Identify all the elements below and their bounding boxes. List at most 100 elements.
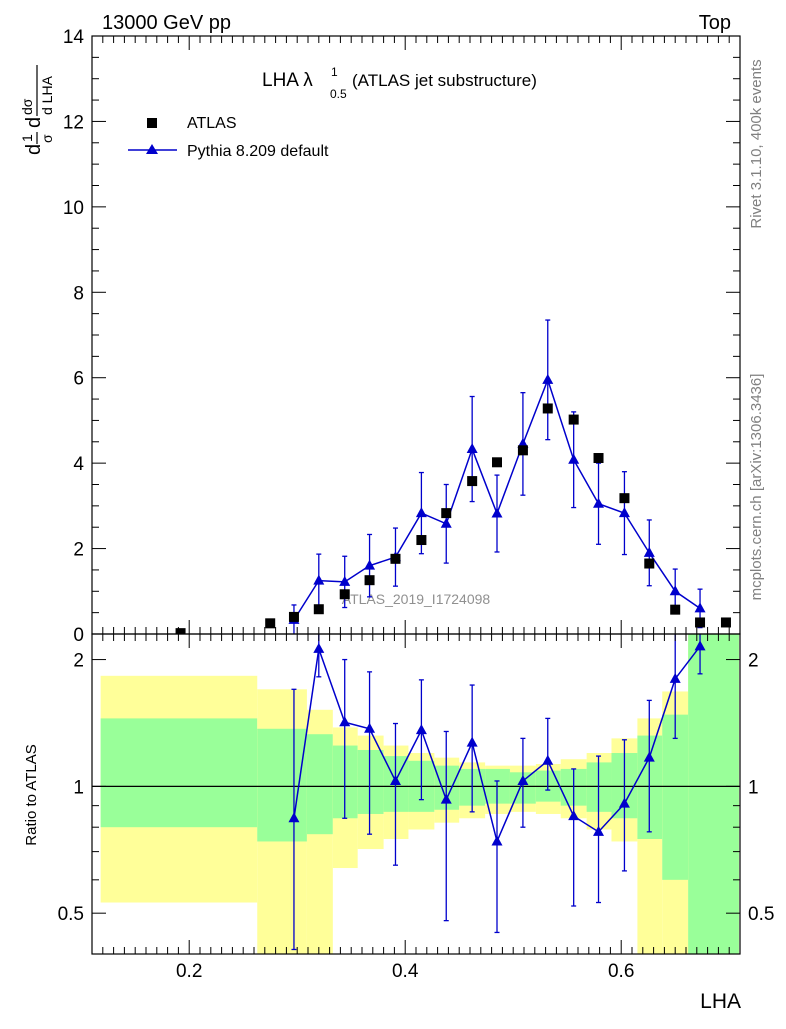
pythia-point bbox=[440, 517, 452, 528]
svg-text:dσ: dσ bbox=[19, 98, 35, 115]
atlas-point bbox=[670, 604, 681, 615]
pythia-point bbox=[491, 507, 503, 518]
atlas-point bbox=[542, 403, 553, 414]
ratio-point bbox=[643, 751, 655, 762]
atlas-point bbox=[517, 445, 528, 456]
atlas-point bbox=[175, 628, 186, 634]
plot-title-main: LHA λ bbox=[262, 70, 313, 91]
x-tick-label: 0.4 bbox=[392, 961, 419, 982]
main-y-tick-label: 4 bbox=[73, 454, 84, 475]
ratio-point bbox=[568, 810, 580, 821]
ratio-y-tick-label-right: 2 bbox=[748, 651, 759, 672]
ratio-point bbox=[339, 716, 351, 727]
ratio-point bbox=[364, 722, 376, 733]
pythia-point bbox=[643, 546, 655, 557]
ratio-point bbox=[415, 724, 427, 735]
ratio-point bbox=[313, 642, 325, 653]
analysis-watermark: ATLAS_2019_I1724098 bbox=[342, 591, 491, 607]
ratio-point bbox=[669, 672, 681, 683]
ratio-point bbox=[466, 736, 478, 747]
ratio-y-tick-label-left: 1 bbox=[73, 777, 84, 798]
ratio-point bbox=[288, 812, 300, 823]
x-tick-label: 0.6 bbox=[608, 961, 634, 982]
pythia-point bbox=[542, 373, 554, 384]
pythia-point bbox=[593, 497, 605, 508]
header-energy-label: 13000 GeV pp bbox=[102, 12, 231, 34]
main-y-tick-label: 2 bbox=[73, 540, 84, 561]
pythia-point bbox=[415, 507, 427, 518]
plot-title-rest: (ATLAS jet substructure) bbox=[352, 71, 537, 90]
atlas-point bbox=[593, 453, 604, 464]
ratio-point bbox=[389, 774, 401, 785]
legend: ATLAS Pythia 8.209 default bbox=[128, 115, 329, 160]
main-y-tick-label: 10 bbox=[63, 198, 84, 219]
legend-marker-pythia bbox=[146, 144, 158, 154]
ratio-panel-frame bbox=[91, 633, 741, 955]
ratio-point bbox=[618, 797, 630, 808]
pythia-point bbox=[364, 559, 376, 570]
pythia-point bbox=[568, 453, 580, 464]
rivet-version-label: Rivet 3.1.10, 400k events bbox=[748, 59, 765, 228]
svg-text:d: d bbox=[23, 117, 45, 128]
legend-marker-atlas bbox=[147, 118, 157, 128]
ratio-y-tick-label-right: 1 bbox=[748, 777, 759, 798]
svg-text:d: d bbox=[23, 144, 45, 155]
band-inner-bin bbox=[713, 634, 739, 954]
atlas-point bbox=[568, 414, 579, 425]
main-y-tick-label: 14 bbox=[63, 27, 85, 48]
ratio-point bbox=[491, 835, 503, 846]
plot-title: LHA λ 1 0.5 (ATLAS jet substructure) bbox=[262, 65, 537, 101]
ratio-panel-marks bbox=[288, 634, 706, 951]
atlas-point bbox=[467, 476, 478, 487]
ratio-point bbox=[542, 754, 554, 765]
main-y-tick-label: 12 bbox=[63, 112, 84, 133]
band-inner-bin bbox=[306, 734, 333, 835]
main-y-tick-label: 8 bbox=[73, 283, 84, 304]
y-axis-title-ratio: Ratio to ATLAS bbox=[23, 744, 40, 845]
main-y-tick-label: 6 bbox=[73, 369, 84, 390]
ratio-point bbox=[517, 774, 529, 785]
ratio-y-tick-label-left: 0.5 bbox=[58, 904, 84, 925]
pythia-point bbox=[694, 602, 706, 613]
atlas-point bbox=[441, 508, 452, 519]
atlas-point bbox=[390, 553, 401, 564]
atlas-point bbox=[492, 457, 502, 468]
atlas-point bbox=[644, 558, 655, 569]
pythia-point bbox=[669, 585, 681, 596]
atlas-point bbox=[265, 618, 276, 629]
pythia-point bbox=[618, 507, 630, 518]
mcplots-label: mcplots.cern.ch [arXiv:1306.3436] bbox=[748, 374, 765, 601]
atlas-point bbox=[364, 575, 375, 586]
atlas-point bbox=[695, 617, 706, 628]
plot-title-sup: 1 bbox=[331, 65, 338, 79]
pythia-point bbox=[339, 575, 351, 586]
atlas-point bbox=[339, 589, 350, 600]
atlas-point bbox=[313, 604, 324, 615]
atlas-point bbox=[720, 617, 731, 628]
band-inner-bin bbox=[662, 714, 689, 880]
band-inner-bin bbox=[100, 718, 258, 828]
band-inner-bin bbox=[688, 634, 713, 954]
pythia-point bbox=[466, 443, 478, 454]
pythia-point bbox=[313, 574, 325, 585]
ratio-y-tick-label-right: 0.5 bbox=[748, 904, 774, 925]
ratio-y-tick-label-left: 2 bbox=[73, 651, 84, 672]
main-y-tick-label: 0 bbox=[73, 625, 84, 646]
atlas-point bbox=[619, 493, 630, 504]
x-axis-title: LHA bbox=[700, 990, 741, 1013]
plot-title-sub: 0.5 bbox=[330, 87, 347, 101]
svg-text:σ: σ bbox=[39, 134, 55, 143]
svg-text:d LHA: d LHA bbox=[39, 75, 55, 115]
ratio-point bbox=[694, 640, 706, 651]
atlas-point bbox=[288, 611, 299, 622]
legend-label-pythia: Pythia 8.209 default bbox=[187, 143, 329, 160]
band-inner-bin bbox=[357, 749, 384, 814]
uncertainty-bands bbox=[100, 634, 739, 954]
header-process-label: Top bbox=[699, 12, 731, 34]
ratio-point bbox=[440, 793, 452, 804]
svg-text:1: 1 bbox=[19, 134, 35, 142]
x-tick-label: 0.2 bbox=[176, 961, 202, 982]
legend-label-atlas: ATLAS bbox=[187, 115, 237, 132]
